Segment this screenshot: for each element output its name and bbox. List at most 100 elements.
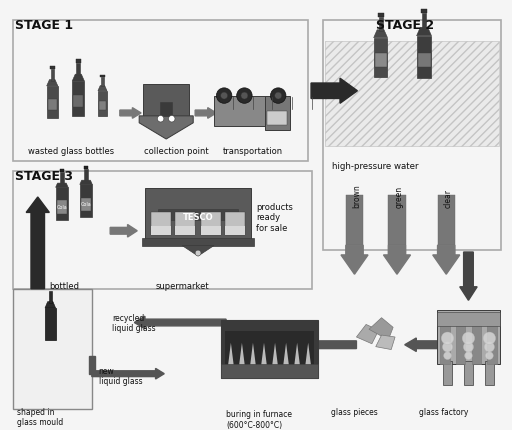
Bar bbox=[13, 172, 312, 289]
Circle shape bbox=[444, 352, 452, 359]
FancyArrow shape bbox=[383, 246, 411, 275]
FancyArrow shape bbox=[195, 108, 217, 119]
Circle shape bbox=[241, 93, 248, 100]
Text: Cola: Cola bbox=[56, 204, 67, 209]
FancyArrow shape bbox=[26, 197, 49, 289]
FancyArrow shape bbox=[341, 246, 368, 275]
Bar bbox=[145, 189, 251, 240]
Polygon shape bbox=[56, 184, 68, 188]
FancyArrow shape bbox=[433, 246, 460, 275]
Bar bbox=[215, 96, 265, 127]
Text: Cola: Cola bbox=[81, 202, 92, 206]
Polygon shape bbox=[80, 181, 92, 185]
FancyArrow shape bbox=[120, 108, 141, 119]
Text: glass factory: glass factory bbox=[419, 407, 468, 415]
Circle shape bbox=[485, 352, 493, 359]
Circle shape bbox=[195, 251, 201, 256]
Bar bbox=[378, 18, 382, 32]
Bar bbox=[456, 325, 465, 364]
Bar bbox=[422, 14, 426, 30]
Bar bbox=[438, 196, 455, 246]
Text: shaped in
glass mould: shaped in glass mould bbox=[16, 407, 63, 426]
Text: green: green bbox=[394, 185, 403, 207]
Circle shape bbox=[463, 342, 474, 352]
Bar bbox=[142, 239, 254, 246]
Circle shape bbox=[237, 89, 252, 104]
Bar bbox=[375, 54, 387, 68]
Circle shape bbox=[217, 89, 232, 104]
Text: clear: clear bbox=[444, 188, 453, 207]
Polygon shape bbox=[356, 325, 379, 344]
Text: supermarket: supermarket bbox=[156, 281, 209, 290]
Bar bbox=[101, 78, 104, 87]
Text: new
liquid glass: new liquid glass bbox=[99, 366, 142, 385]
Polygon shape bbox=[267, 112, 287, 125]
Text: products
ready
for sale: products ready for sale bbox=[256, 203, 293, 232]
Polygon shape bbox=[238, 343, 246, 374]
Bar bbox=[201, 213, 221, 236]
Text: glass pieces: glass pieces bbox=[331, 407, 378, 415]
Bar bbox=[417, 37, 432, 79]
Bar bbox=[47, 87, 58, 118]
Polygon shape bbox=[376, 335, 395, 350]
Circle shape bbox=[441, 332, 454, 344]
Bar bbox=[160, 102, 172, 117]
Bar bbox=[225, 332, 314, 374]
Text: STAGE 2: STAGE 2 bbox=[376, 19, 434, 32]
Polygon shape bbox=[374, 31, 388, 39]
Bar bbox=[59, 169, 65, 172]
Bar bbox=[51, 70, 54, 81]
Bar bbox=[56, 188, 68, 221]
Bar bbox=[221, 364, 318, 378]
FancyArrow shape bbox=[311, 79, 357, 104]
FancyArrow shape bbox=[460, 252, 477, 301]
Bar bbox=[13, 21, 308, 162]
Bar bbox=[464, 362, 473, 385]
Bar bbox=[75, 60, 81, 64]
Text: collection point: collection point bbox=[144, 147, 208, 155]
Polygon shape bbox=[72, 75, 84, 82]
Polygon shape bbox=[260, 343, 268, 374]
Text: bottled: bottled bbox=[49, 281, 79, 290]
Polygon shape bbox=[369, 318, 393, 340]
Bar bbox=[81, 198, 91, 211]
Circle shape bbox=[168, 116, 175, 123]
Bar bbox=[175, 213, 196, 236]
Bar bbox=[440, 325, 450, 364]
Bar bbox=[99, 102, 106, 111]
Bar bbox=[323, 21, 501, 251]
Bar bbox=[76, 64, 80, 76]
Circle shape bbox=[464, 352, 472, 359]
Bar bbox=[175, 227, 196, 236]
Circle shape bbox=[484, 342, 495, 352]
Text: STAGE 3: STAGE 3 bbox=[14, 169, 73, 183]
Text: recycled
liquid glass: recycled liquid glass bbox=[112, 313, 156, 332]
Circle shape bbox=[442, 342, 453, 352]
Text: TESCO: TESCO bbox=[183, 212, 214, 221]
Bar bbox=[221, 320, 318, 378]
FancyArrow shape bbox=[404, 338, 448, 352]
Bar bbox=[59, 172, 65, 184]
Text: wasted glass bottles: wasted glass bottles bbox=[28, 147, 114, 155]
Bar bbox=[151, 213, 171, 236]
Bar bbox=[143, 85, 189, 117]
FancyArrow shape bbox=[92, 369, 164, 379]
Polygon shape bbox=[139, 117, 193, 140]
FancyArrow shape bbox=[296, 338, 356, 352]
Bar bbox=[57, 201, 67, 214]
Bar bbox=[50, 67, 55, 70]
Text: high-pressure water: high-pressure water bbox=[332, 162, 419, 171]
Bar bbox=[265, 96, 290, 131]
Polygon shape bbox=[293, 343, 301, 374]
Bar bbox=[377, 14, 383, 18]
Bar bbox=[201, 227, 221, 236]
Bar bbox=[89, 356, 95, 374]
Polygon shape bbox=[47, 80, 58, 87]
Bar bbox=[346, 196, 363, 246]
Circle shape bbox=[483, 332, 496, 344]
Bar bbox=[374, 39, 388, 78]
Polygon shape bbox=[304, 343, 312, 374]
Polygon shape bbox=[227, 343, 235, 374]
Bar bbox=[325, 43, 499, 147]
Bar bbox=[443, 362, 453, 385]
